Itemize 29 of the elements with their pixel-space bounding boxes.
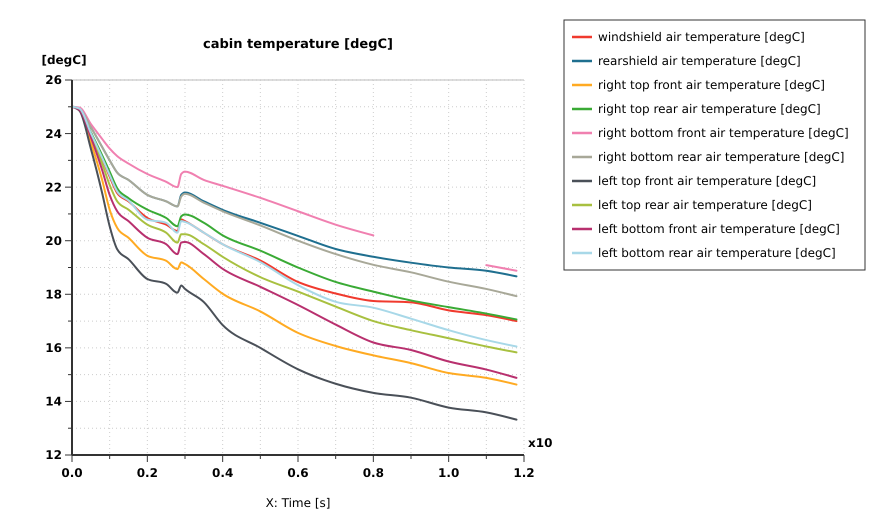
legend-label: right bottom rear air temperature [degC] — [598, 150, 844, 164]
text: x10 — [528, 436, 552, 450]
y-tick-label: 20 — [45, 234, 62, 248]
y-axis-title: [degC] — [41, 53, 87, 67]
legend-label: right top rear air temperature [degC] — [598, 102, 821, 116]
y-tick-label: 16 — [45, 341, 62, 356]
x-axis-title: X: Time [s] — [266, 496, 330, 510]
legend-label: left bottom rear air temperature [degC] — [598, 246, 836, 260]
x-tick-label: 0.0 — [61, 466, 83, 480]
x-tick-label: 0.2 — [136, 466, 158, 480]
legend-label: left top front air temperature [degC] — [598, 174, 816, 188]
y-tick-label: 18 — [45, 287, 62, 302]
legend-label: rearshield air temperature [degC] — [598, 54, 801, 68]
legend-label: right top front air temperature [degC] — [598, 78, 825, 92]
legend-label: right bottom front air temperature [degC] — [598, 126, 849, 140]
x-tick-label: 0.8 — [362, 466, 384, 480]
x-tick-label: 0.6 — [287, 466, 309, 480]
x-tick-label: 1.2 — [513, 466, 535, 480]
y-tick-label: 22 — [45, 180, 62, 194]
y-tick-label: 26 — [45, 73, 62, 88]
x-tick-label: 1.0 — [438, 466, 460, 480]
y-tick-label: 24 — [45, 126, 62, 141]
y-tick-label: 14 — [45, 394, 62, 409]
x-tick-label: 0.4 — [212, 466, 234, 480]
chart-title: cabin temperature [degC] — [203, 37, 393, 52]
legend-label: windshield air temperature [degC] — [598, 30, 805, 44]
legend-label: left bottom front air temperature [degC] — [598, 222, 840, 236]
y-tick-label: 12 — [45, 448, 62, 462]
legend-label: left top rear air temperature [degC] — [598, 198, 812, 212]
